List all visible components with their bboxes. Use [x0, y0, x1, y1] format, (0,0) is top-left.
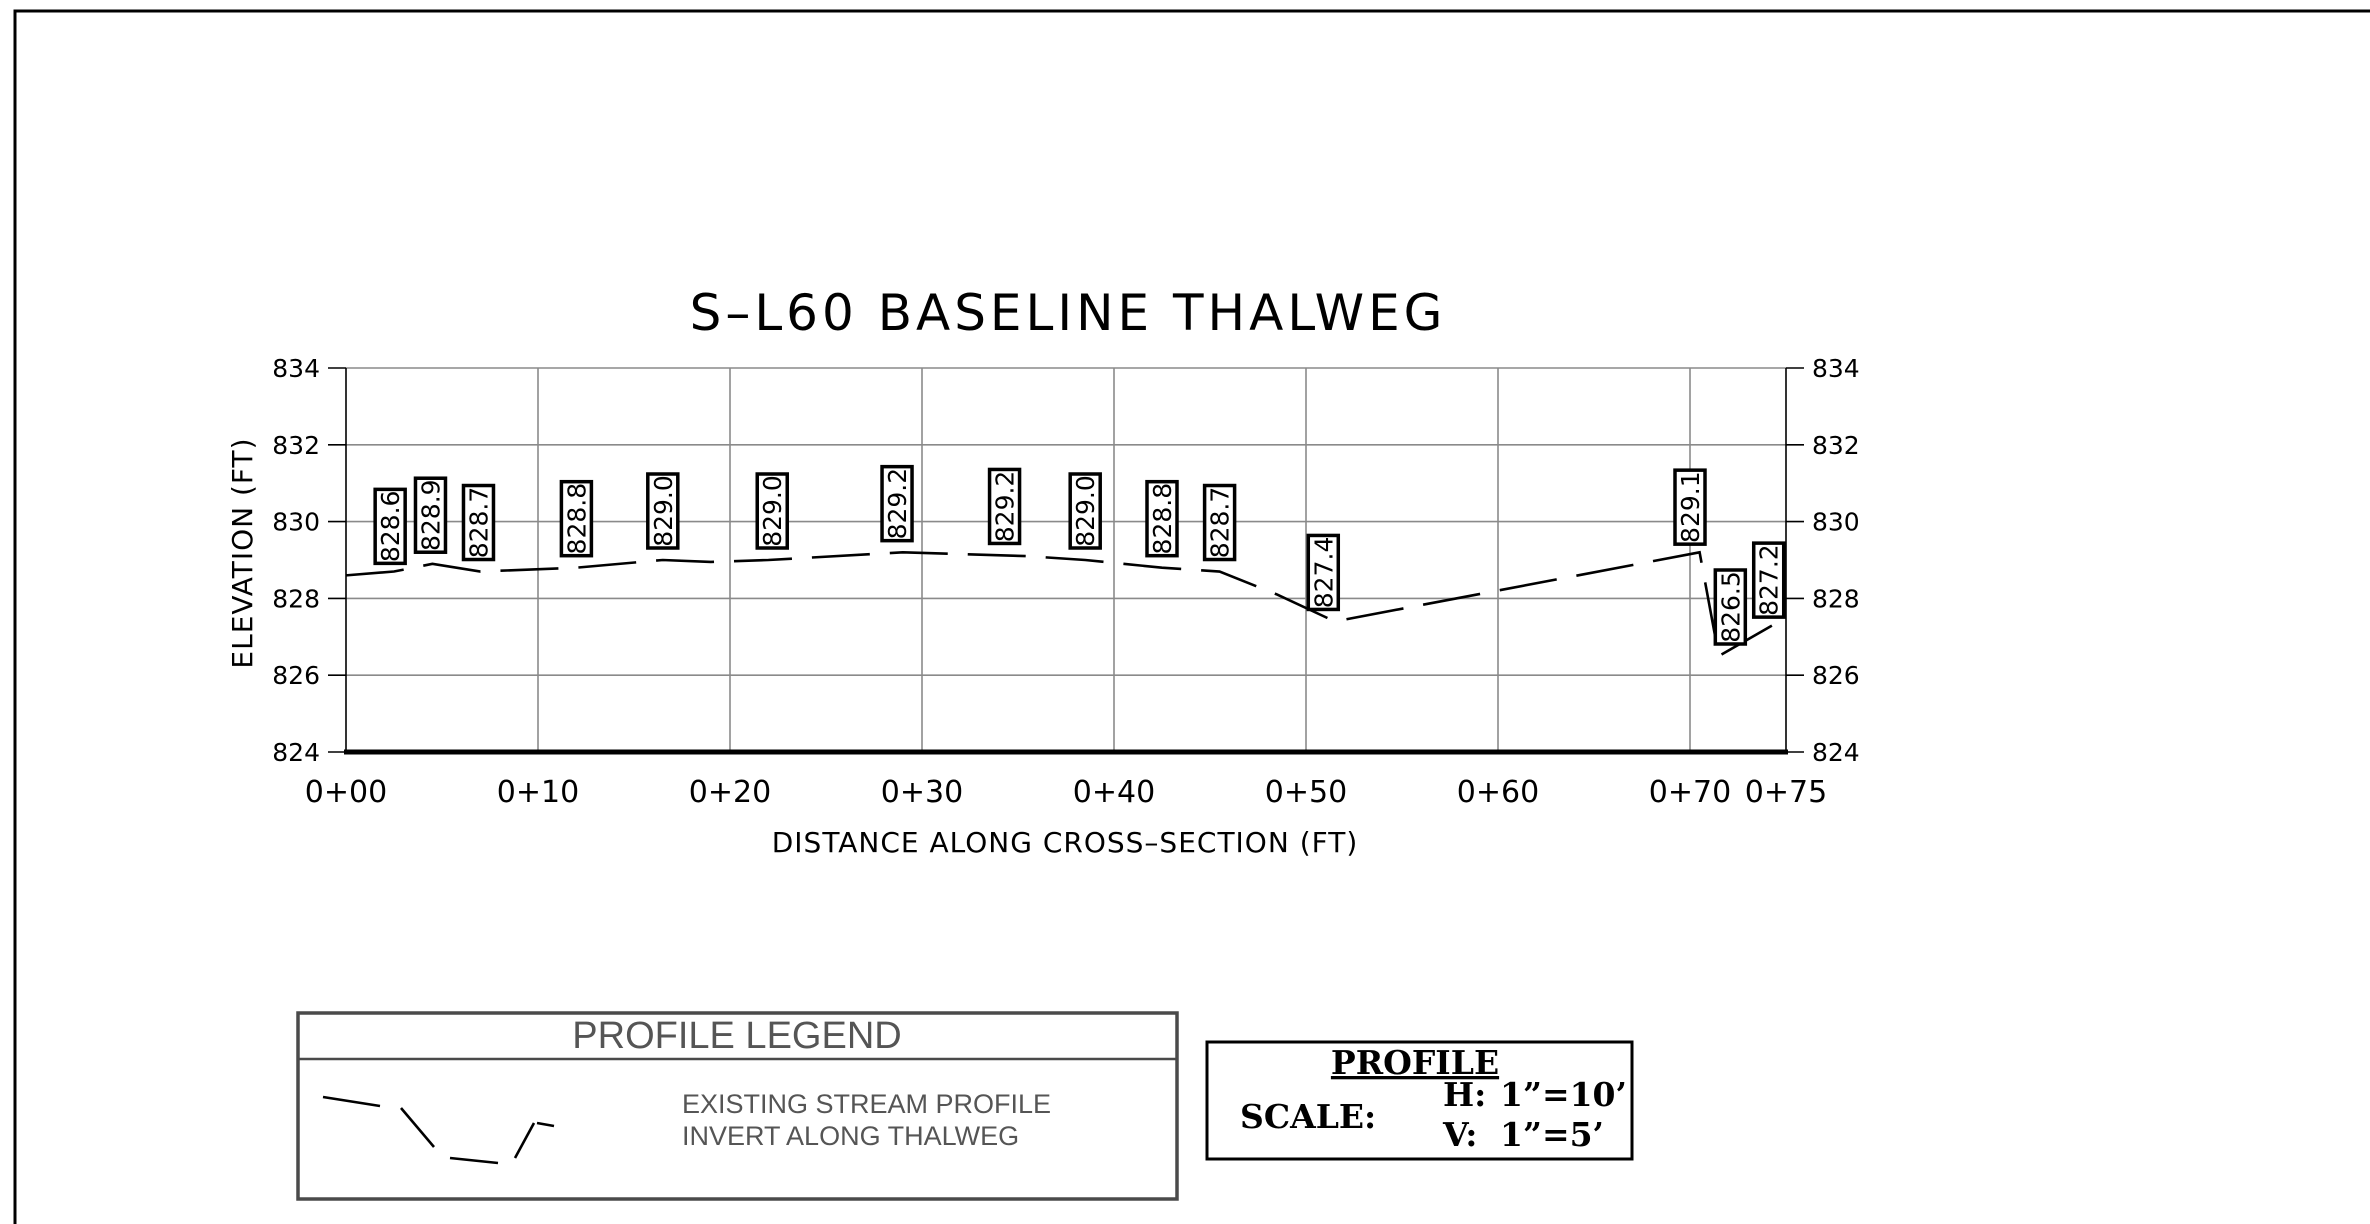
elevation-label: 829.1 [1673, 468, 1707, 546]
elevation-label-text: 828.7 [464, 487, 493, 559]
elevation-label: 826.5 [1713, 568, 1748, 646]
scale-block: PROFILE SCALE: H: 1”=10’ V: 1”=5’ [1205, 1040, 1634, 1161]
scale-v-label: V: [1442, 1115, 1477, 1154]
legend-text-line1: EXISTING STREAM PROFILE [682, 1089, 1051, 1119]
elevation-labels: 828.6 828.9 828.7 828.8 829.0 829.0 829.2 829.2… [373, 464, 1786, 646]
y-tick-label-left: 824 [272, 738, 320, 767]
x-tick-label: 0+40 [1073, 775, 1155, 810]
y-tick-label-right: 834 [1812, 354, 1860, 383]
scale-frame [1205, 1040, 1634, 1161]
elevation-label-box [755, 472, 789, 550]
scale-v-value: 1”=5’ [1500, 1115, 1604, 1154]
elevation-label: 828.7 [1202, 483, 1237, 562]
elevation-label-box [373, 487, 407, 566]
elevation-label-box [1202, 483, 1237, 562]
elevation-label-text: 827.2 [1755, 544, 1784, 616]
elevation-label-box [461, 483, 496, 562]
elevation-label-text: 828.8 [562, 483, 591, 555]
elevation-label-box [1145, 479, 1179, 558]
elevation-label: 827.2 [1751, 541, 1786, 619]
y-tick-label-left: 826 [272, 661, 320, 690]
elevation-label: 828.8 [559, 479, 594, 558]
profile-legend: PROFILE LEGEND EXISTING STREAM PROFILE I… [296, 1011, 1179, 1201]
elevation-label-box [559, 479, 594, 558]
elevation-label: 828.9 [413, 476, 448, 554]
elevation-label: 828.6 [373, 487, 407, 566]
elevation-label-text: 829.0 [649, 475, 678, 547]
elevation-label: 829.2 [987, 467, 1022, 546]
elevation-label-text: 828.7 [1206, 487, 1235, 559]
y-tick-label-right: 830 [1812, 508, 1860, 537]
elevation-label: 829.0 [646, 472, 680, 550]
y-tick-label-right: 832 [1812, 431, 1860, 460]
y-tick-label-right: 828 [1812, 584, 1860, 613]
elevation-label-text: 828.8 [1148, 483, 1177, 555]
elevation-label-text: 828.6 [376, 491, 405, 563]
sheet-border [13, 9, 2370, 1224]
x-tick-label: 0+60 [1457, 775, 1539, 810]
elevation-label: 829.0 [1068, 472, 1102, 550]
elevation-label-text: 829.2 [991, 471, 1020, 543]
elevation-label-text: 829.2 [883, 468, 912, 540]
axes: 824 824 826 826 828 828 830 830 832 832 834 834 0+00… [272, 354, 1859, 810]
legend-line-sample [322, 1095, 555, 1165]
x-tick-label: 0+75 [1745, 775, 1827, 810]
scale-h-value: 1”=10’ [1500, 1075, 1627, 1114]
x-tick-label: 0+30 [881, 775, 963, 810]
elevation-label-text: 829.0 [758, 475, 787, 547]
elevation-label-box [880, 464, 914, 543]
y-tick-label-left: 832 [272, 431, 320, 460]
thalweg-profile [345, 550, 1787, 659]
chart-title: S–L60 BASELINE THALWEG [690, 284, 1447, 342]
elevation-label-text: 827.4 [1309, 537, 1338, 609]
y-tick-label-left: 830 [272, 508, 320, 537]
scale-label: SCALE: [1240, 1097, 1376, 1136]
x-axis-title: DISTANCE ALONG CROSS–SECTION (FT) [772, 826, 1359, 859]
x-tick-label: 0+50 [1265, 775, 1347, 810]
scale-h-label: H: [1443, 1075, 1486, 1114]
x-tick-label: 0+10 [497, 775, 579, 810]
legend-text-line2: INVERT ALONG THALWEG [682, 1121, 1019, 1151]
elevation-label: 828.7 [461, 483, 496, 562]
elevation-label-box [1751, 541, 1786, 619]
elevation-label-box [1068, 472, 1102, 550]
x-tick-label: 0+20 [689, 775, 771, 810]
y-axis-title: ELEVATION (FT) [226, 437, 259, 668]
elevation-label-box [1673, 468, 1707, 546]
x-tick-label: 0+70 [1649, 775, 1731, 810]
elevation-label-text: 829.0 [1071, 475, 1100, 547]
y-tick-label-right: 824 [1812, 738, 1860, 767]
elevation-label-box [1306, 533, 1341, 612]
legend-frame [296, 1011, 1179, 1201]
y-tick-label-left: 834 [272, 354, 320, 383]
elevation-label-text: 829.1 [1676, 471, 1705, 543]
elevation-label: 827.4 [1306, 533, 1341, 612]
elevation-label-box [987, 467, 1022, 546]
thalweg-profile-line [345, 550, 1787, 659]
x-tick-label: 0+00 [305, 775, 387, 810]
elevation-label-text: 828.9 [416, 479, 445, 551]
y-tick-label-left: 828 [272, 584, 320, 613]
elevation-label: 829.2 [880, 464, 914, 543]
legend-title: PROFILE LEGEND [572, 1015, 901, 1057]
y-tick-label-right: 826 [1812, 661, 1860, 690]
elevation-label-box [646, 472, 680, 550]
scale-title: PROFILE [1331, 1043, 1499, 1082]
elevation-label-box [413, 476, 448, 554]
elevation-label: 828.8 [1145, 479, 1179, 558]
elevation-label-box [1713, 568, 1748, 646]
elevation-label: 829.0 [755, 472, 789, 550]
elevation-label-text: 826.5 [1716, 571, 1745, 643]
